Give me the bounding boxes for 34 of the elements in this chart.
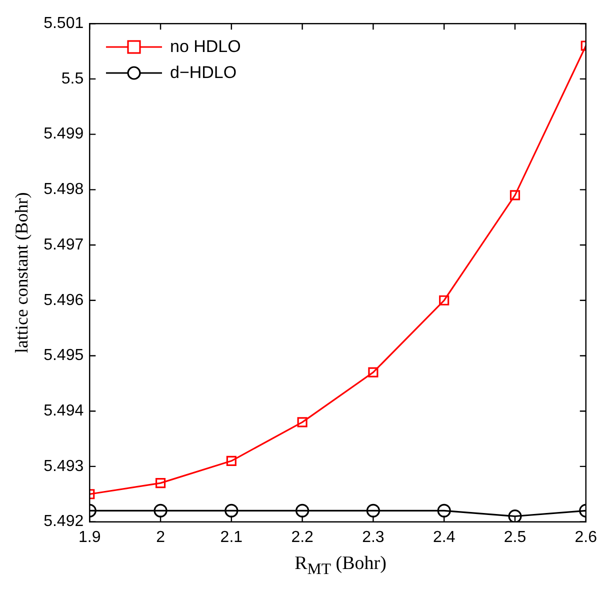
x-tick-label: 2.5 [504,528,526,546]
point [226,456,236,466]
legend-label: no HDLO [170,36,241,58]
y-tick-label: 5.496 [44,292,84,309]
point [224,504,238,518]
x-tick-label: 1.9 [78,528,101,546]
point [154,504,168,518]
point [368,367,378,378]
x-tick-label: 2.1 [220,528,243,546]
y-axis-title: lattice constant (Bohr) [12,192,32,354]
point [508,509,522,522]
y-tick-label: 5.501 [44,15,84,32]
y-tick-label: 5.499 [44,126,84,143]
x-tick-label: 2 [156,528,166,546]
x-tick-label: 2.2 [291,528,314,546]
x-tick-label: 2.4 [432,528,456,546]
y-tick-label: 5.494 [44,402,84,420]
y-tick-label: 5.497 [44,236,84,254]
y-tick-label: 5.5 [61,70,84,88]
point [155,478,166,488]
x-axis-title: R$_{MT}$ (Bohr) [294,553,388,579]
x-tick-label: 2.6 [574,528,598,546]
y-tick-label: 5.498 [44,181,84,198]
y-tick-label: 5.493 [44,458,84,475]
y-tick-label: 5.495 [44,347,84,364]
legend-label: d−HDLO [170,62,237,84]
x-tick-label: 2.3 [362,528,384,546]
point [510,190,520,200]
y-tick-label: 5.492 [44,513,84,530]
point [439,295,450,306]
point [297,417,308,428]
point [437,504,451,518]
point [366,504,380,518]
point [296,504,310,518]
